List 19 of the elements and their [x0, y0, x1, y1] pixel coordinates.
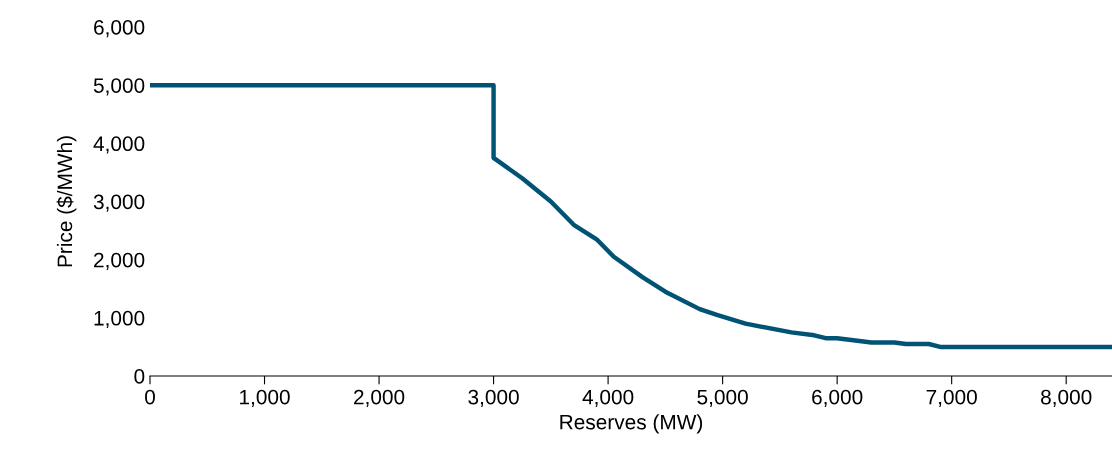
x-tick-label: 3,000 [468, 389, 519, 407]
y-tick-label: 6,000 [94, 20, 145, 38]
x-tick-label: 1,000 [240, 389, 290, 407]
x-tick-label: 2,000 [354, 389, 405, 407]
x-tick-label: 5,000 [697, 389, 748, 407]
x-tick-label: 6,000 [812, 389, 863, 407]
x-tick-label: 4,000 [582, 389, 634, 407]
x-tick-label: 0 [145, 389, 155, 405]
x-tick-label: 8,000 [1041, 389, 1092, 407]
y-tick-label: 4,000 [93, 136, 145, 154]
x-axis-title: Reserves (MW) [560, 414, 703, 434]
line-series [150, 82, 1112, 350]
y-axis-title: Price ($/MWh) [56, 136, 77, 267]
y-tick-label: 5,000 [93, 78, 145, 96]
y-tick-label: 0 [134, 369, 145, 384]
y-tick-label: 3,000 [93, 194, 145, 212]
x-tick-label: 7,000 [926, 389, 977, 407]
y-tick-label: 2,000 [94, 252, 145, 270]
y-tick-label: 1,000 [94, 310, 145, 329]
